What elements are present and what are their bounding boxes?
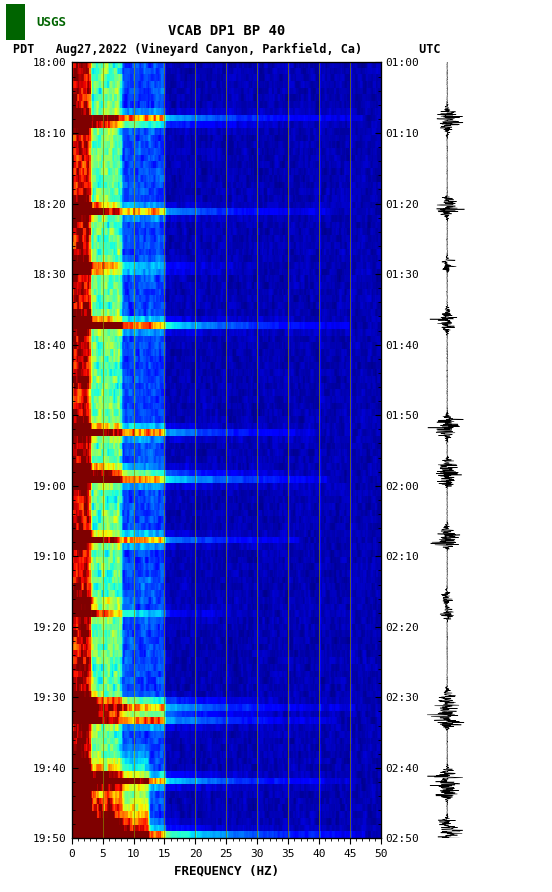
FancyBboxPatch shape [6,4,25,40]
X-axis label: FREQUENCY (HZ): FREQUENCY (HZ) [174,864,279,878]
Text: PDT   Aug27,2022 (Vineyard Canyon, Parkfield, Ca)        UTC: PDT Aug27,2022 (Vineyard Canyon, Parkfie… [13,43,440,55]
Text: USGS: USGS [36,16,66,29]
Text: VCAB DP1 BP 40: VCAB DP1 BP 40 [168,24,285,38]
